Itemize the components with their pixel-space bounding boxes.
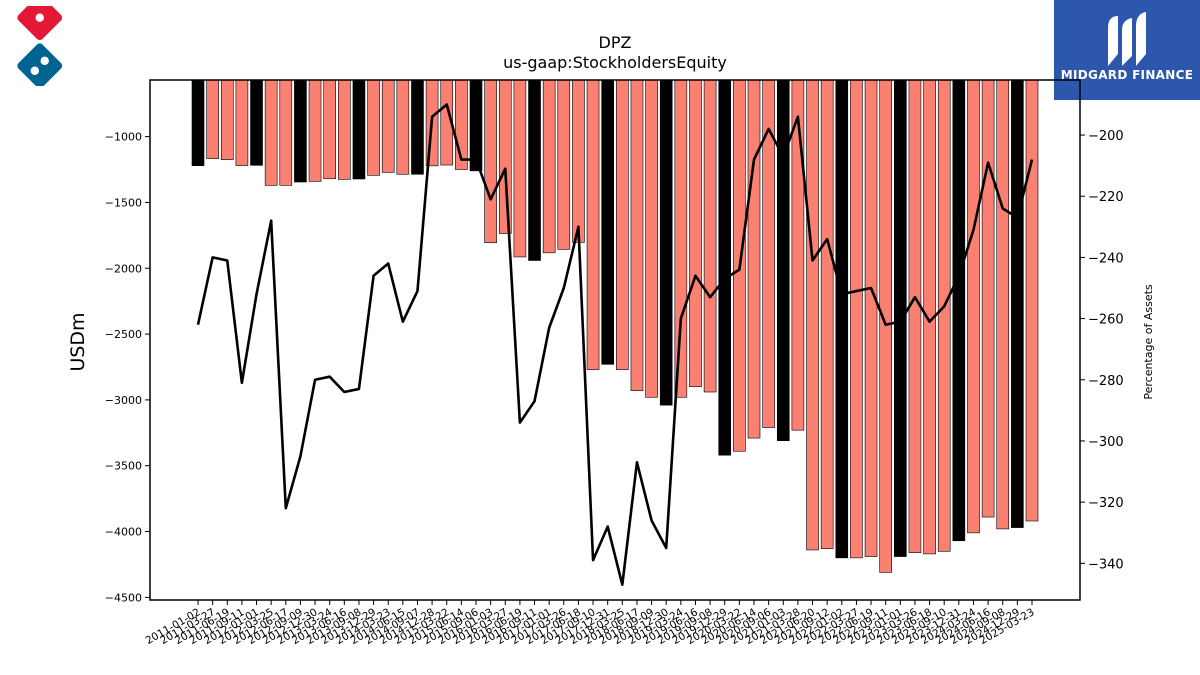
y2-tick-label: −320 [1088,496,1124,511]
y-tick-label: −4500 [105,591,142,604]
y-tick-label: −1000 [105,131,142,144]
bar [850,79,863,559]
midgard-brand-text: MIDGARD FINANCE [1060,68,1194,82]
bar [674,79,688,398]
bar [294,79,307,183]
bar [820,79,834,549]
y-tick-label: −2000 [105,262,142,275]
bar [572,79,585,243]
y-tick-label: −3000 [105,394,142,407]
y2-tick-label: −340 [1088,557,1124,572]
bar [806,79,819,551]
chart-title: DPZ [599,33,632,52]
bar [279,79,293,186]
bar [1011,79,1024,528]
bar [1025,79,1039,522]
bar [791,79,805,431]
bar [937,79,951,552]
bar [235,79,249,166]
y-axis-label: USDm [67,312,89,371]
x-axis: 2011-01-022011-03-272011-06-192011-09-11… [144,600,1037,647]
bar [762,79,775,428]
bar [689,79,702,388]
bar [338,79,351,180]
bar [879,79,892,573]
bar [952,79,966,542]
midgard-logo: MIDGARD FINANCE [1054,0,1200,100]
bar [776,79,790,442]
y2-tick-label: −260 [1088,313,1124,328]
bar [557,79,571,250]
bar [352,79,366,180]
bar [513,79,527,258]
bar [206,79,219,159]
bar [411,79,424,175]
y-axis-right: −200 −220 −240 −260 −280 −300 −320 −340 [1080,129,1124,572]
bar [908,79,922,553]
bar [601,79,614,365]
y-axis-left: −1000 −1500 −2000 −2500 −3000 −3500 −4000 −4500 [105,131,150,604]
bar [264,79,278,186]
bar [616,79,629,370]
bar [996,79,1010,530]
y-tick-label: −2500 [105,328,142,341]
y-tick-label: −3500 [105,460,142,473]
bar [396,79,410,175]
bar [864,79,878,557]
y2-tick-label: −280 [1088,374,1124,389]
y2-tick-label: −300 [1088,435,1124,450]
bar [645,79,658,398]
bar [381,79,395,173]
bar [498,79,512,234]
y-tick-label: −1500 [105,196,142,209]
chart-subtitle: us-gaap:StockholdersEquity [503,53,727,72]
bar [220,79,234,160]
bar [528,79,541,261]
bar [484,79,497,244]
bar [630,79,644,391]
y2-tick-label: −200 [1088,129,1124,144]
bar [747,79,761,439]
y2-tick-label: −240 [1088,251,1124,266]
midgard-logo-icon [1108,12,1146,66]
bar [469,79,483,172]
bar [718,79,732,456]
bar [835,79,849,559]
bar [250,79,263,166]
series-line [196,103,1034,587]
bar [659,79,673,406]
bar [191,79,205,166]
bar [586,79,600,370]
bar [703,79,717,393]
dominos-logo-icon [4,0,84,89]
bar [981,79,995,518]
line-layer [196,103,1034,587]
bar [967,79,980,534]
bars-group [191,79,1039,573]
y2-axis-label: Percentage of Assets [1142,284,1155,400]
bar [542,79,556,254]
bar [367,79,380,176]
plot-frame [149,79,1081,601]
bar [894,79,907,557]
bar [308,79,322,182]
y2-tick-label: −220 [1088,190,1124,205]
y-tick-label: −4000 [105,526,142,539]
bar [323,79,336,180]
